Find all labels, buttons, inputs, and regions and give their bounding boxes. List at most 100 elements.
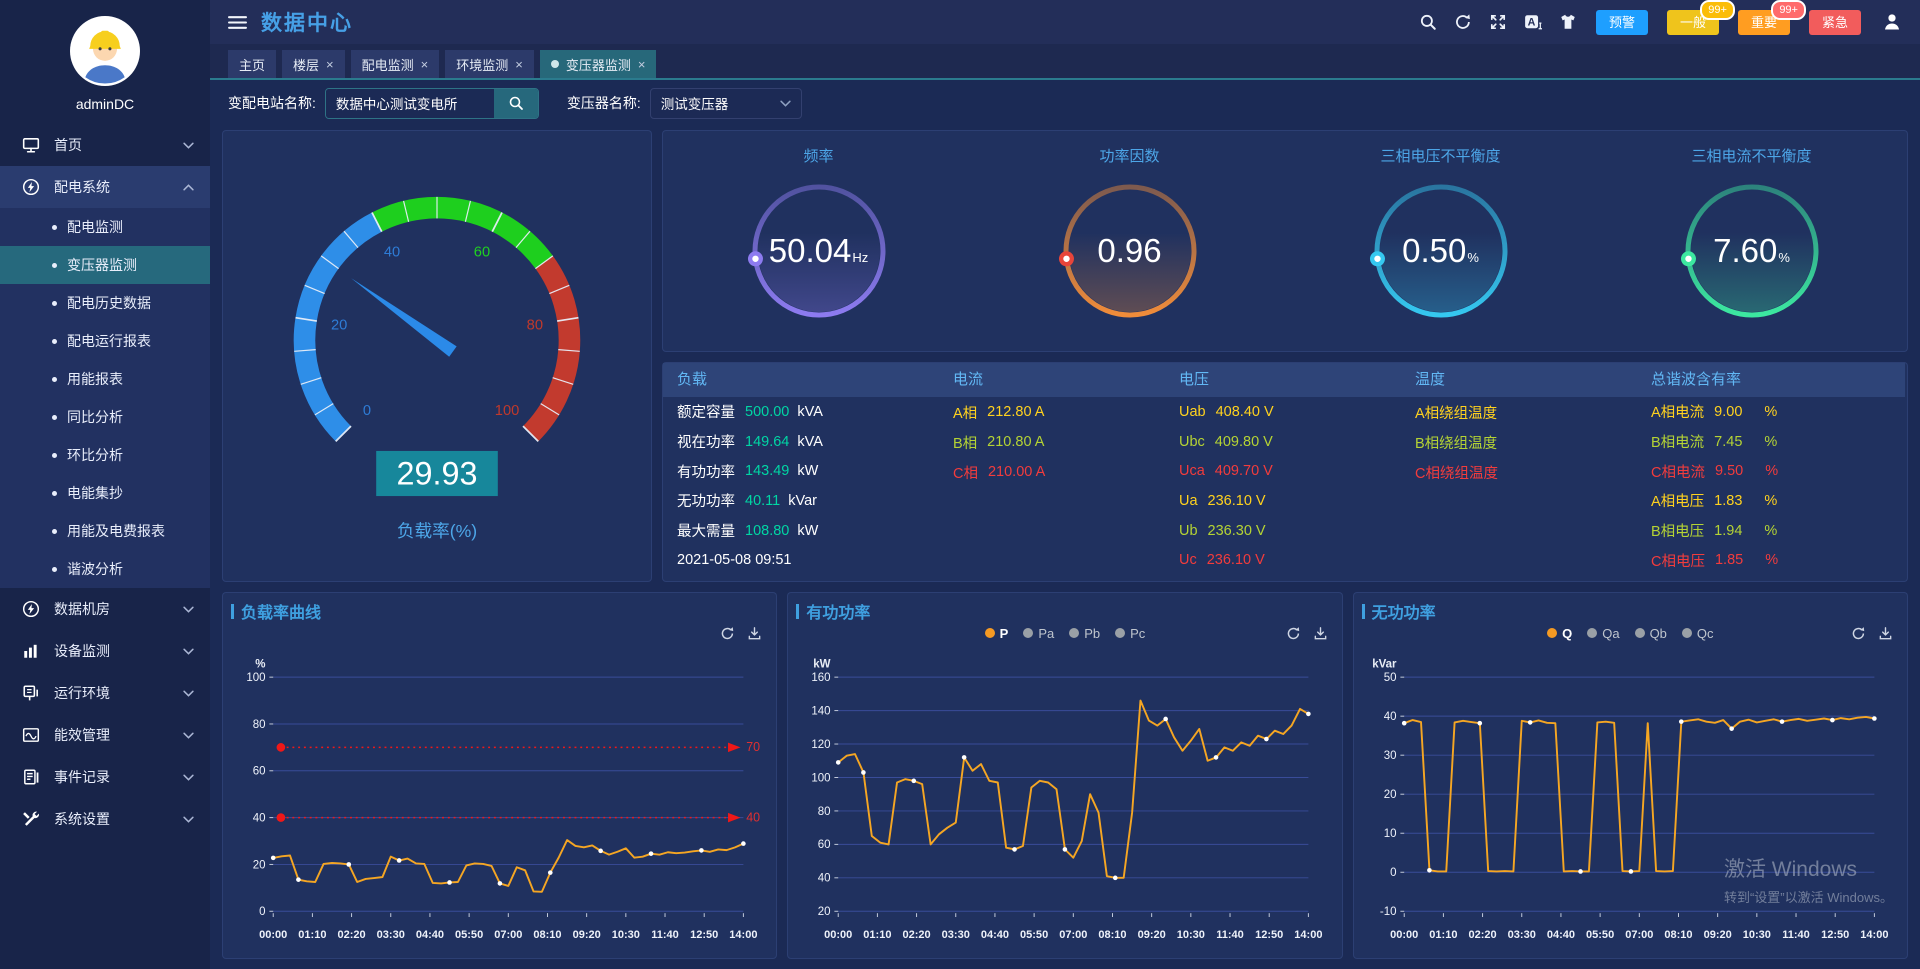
power-icon (22, 178, 40, 196)
sidebar-item-label: 配电历史数据 (67, 295, 151, 311)
download-icon[interactable] (1878, 626, 1893, 641)
row-value: 1.85 (1714, 552, 1744, 569)
row-unit: % (1764, 492, 1778, 509)
row-value: 7.45 (1714, 433, 1743, 450)
legend-dot-icon (984, 628, 995, 638)
sidebar-group-能效管理[interactable]: 能效管理 (0, 714, 210, 756)
legend-item-Pc[interactable]: Pc (1115, 626, 1145, 641)
theme-icon[interactable] (1559, 13, 1577, 31)
sidebar-group-label: 配电系统 (54, 179, 110, 195)
legend-item-Pb[interactable]: Pb (1069, 626, 1100, 641)
refresh-icon[interactable] (1454, 13, 1472, 31)
sidebar-item-配电历史数据[interactable]: 配电历史数据 (0, 284, 210, 322)
transformer-select-value: 测试变压器 (660, 97, 729, 112)
legend-label: Qb (1649, 625, 1667, 641)
sidebar-item-配电运行报表[interactable]: 配电运行报表 (0, 322, 210, 360)
svg-text:09:20: 09:20 (1703, 929, 1731, 941)
alarm-button-重要[interactable]: 重要 99+ (1737, 0, 1806, 35)
sidebar-group-label: 运行环境 (54, 685, 110, 701)
table-row: C相电流 9.50% (1647, 456, 1897, 486)
kpi-三相电压不平衡度: 三相电压不平衡度 0.50% (1285, 137, 1596, 351)
sidebar-item-环比分析[interactable]: 环比分析 (0, 436, 210, 474)
legend-item-Q[interactable]: Q (1547, 626, 1572, 641)
sidebar-group-运行环境[interactable]: 运行环境 (0, 672, 210, 714)
svg-text:120: 120 (812, 739, 831, 751)
svg-text:30: 30 (1383, 750, 1396, 762)
sidebar-group-首页[interactable]: 首页 (0, 124, 210, 166)
svg-text:04:40: 04:40 (1547, 929, 1575, 941)
legend-item-P[interactable]: P (984, 626, 1008, 641)
legend-label: Qa (1602, 625, 1620, 641)
search-icon[interactable] (1419, 13, 1437, 31)
sidebar-item-用能及电费报表[interactable]: 用能及电费报表 (0, 512, 210, 550)
legend-item-Qa[interactable]: Qa (1587, 625, 1620, 641)
alarm-button-预警[interactable]: 预警 (1595, 9, 1648, 35)
svg-text:07:00: 07:00 (1625, 929, 1653, 941)
row-label: Uc (1179, 552, 1197, 569)
fullscreen-icon[interactable] (1489, 13, 1507, 31)
table-row: A相电流 9.00% (1647, 397, 1897, 427)
chart-header: 无功功率 (1361, 600, 1899, 622)
legend-label: Pb (1084, 625, 1101, 641)
tab-环境监测[interactable]: 环境监测 × (445, 50, 534, 78)
sidebar-item-配电监测[interactable]: 配电监测 (0, 208, 210, 246)
svg-text:12:50: 12:50 (690, 929, 718, 941)
station-search-button[interactable] (493, 88, 538, 118)
tab-close-icon[interactable]: × (326, 56, 334, 72)
row-value: 409.80 V (1214, 433, 1273, 450)
svg-text:10: 10 (1383, 828, 1396, 840)
svg-text:50: 50 (1383, 672, 1396, 684)
tab-close-icon[interactable]: × (420, 56, 429, 72)
svg-text:0: 0 (259, 906, 265, 918)
tab-close-icon[interactable]: × (515, 56, 523, 72)
legend-item-Qc[interactable]: Qc (1681, 626, 1714, 641)
tab-楼层[interactable]: 楼层 × (282, 50, 345, 78)
station-input[interactable] (325, 88, 494, 118)
sidebar-collapse-icon[interactable] (228, 15, 247, 30)
row-value: 210.00 A (987, 464, 1046, 480)
translate-icon[interactable]: A (1524, 13, 1542, 31)
download-icon[interactable] (1313, 626, 1328, 641)
svg-text:160: 160 (812, 672, 831, 684)
sidebar-item-用能报表[interactable]: 用能报表 (0, 360, 210, 398)
refresh-icon[interactable] (720, 626, 735, 641)
chart-title: 有功功率 (806, 605, 871, 622)
svg-text:08:10: 08:10 (533, 929, 561, 941)
kpi-title: 功率因数 (1099, 148, 1160, 165)
tab-close-icon[interactable]: × (637, 56, 646, 72)
transformer-select[interactable]: 测试变压器 (649, 87, 802, 119)
sidebar-group-系统设置[interactable]: 系统设置 (0, 798, 210, 840)
svg-text:05:50: 05:50 (455, 929, 483, 941)
sidebar-group-配电系统[interactable]: 配电系统 (0, 166, 210, 208)
download-icon[interactable] (747, 626, 762, 641)
row-value: 210.80 A (987, 434, 1045, 450)
sidebar-group-事件记录[interactable]: 事件记录 (0, 756, 210, 798)
user-icon[interactable] (1882, 12, 1902, 32)
svg-text:02:20: 02:20 (337, 929, 365, 941)
refresh-icon[interactable] (1286, 626, 1301, 641)
legend-item-Qb[interactable]: Qb (1634, 625, 1667, 641)
legend-item-Pa[interactable]: Pa (1023, 626, 1054, 641)
tab-主页[interactable]: 主页 (228, 50, 277, 78)
tab-变压器监测[interactable]: 变压器监测 × (539, 50, 657, 78)
alarm-button-一般[interactable]: 一般 99+ (1666, 0, 1735, 35)
svg-text:11:40: 11:40 (651, 929, 679, 941)
sidebar-item-电能集抄[interactable]: 电能集抄 (0, 474, 210, 512)
tab-配电监测[interactable]: 配电监测 × (350, 50, 440, 78)
sidebar-item-同比分析[interactable]: 同比分析 (0, 398, 210, 436)
sidebar-group-数据机房[interactable]: 数据机房 (0, 588, 210, 630)
row-unit: % (1764, 522, 1778, 539)
svg-text:%: % (255, 659, 265, 671)
row-label: A相电压 (1651, 494, 1705, 511)
sidebar-group-设备监测[interactable]: 设备监测 (0, 630, 210, 672)
avatar[interactable] (70, 16, 140, 86)
refresh-icon[interactable] (1851, 626, 1866, 641)
sidebar-item-谐波分析[interactable]: 谐波分析 (0, 550, 210, 588)
svg-text:80: 80 (253, 719, 266, 731)
alarm-button-紧急[interactable]: 紧急 (1808, 9, 1861, 35)
sidebar-group-label: 事件记录 (54, 769, 110, 785)
transformer-label: 变压器名称: (566, 95, 641, 111)
chevron-down-icon (183, 774, 194, 781)
svg-text:负载率(%): 负载率(%) (397, 521, 477, 541)
sidebar-item-变压器监测[interactable]: 变压器监测 (0, 246, 210, 284)
